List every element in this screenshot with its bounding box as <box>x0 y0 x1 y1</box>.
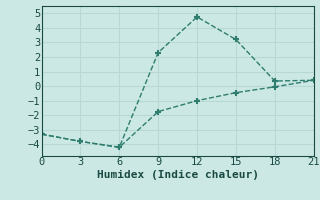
X-axis label: Humidex (Indice chaleur): Humidex (Indice chaleur) <box>97 170 259 180</box>
